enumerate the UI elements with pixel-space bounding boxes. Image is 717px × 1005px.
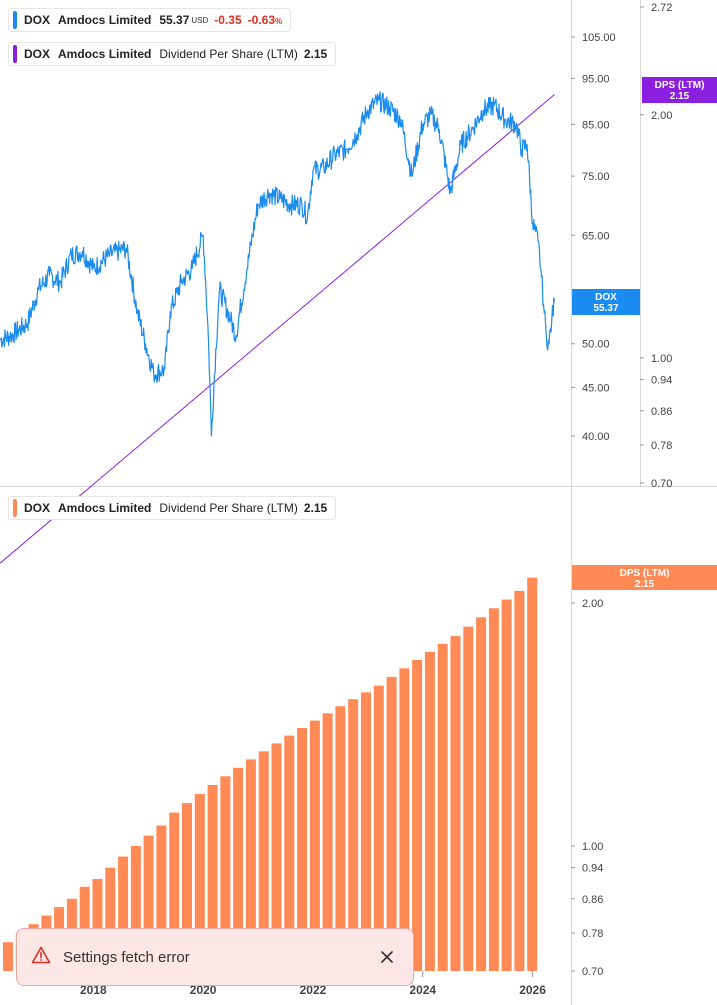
- dps-bar: [220, 776, 231, 971]
- legend-price-value: 55.37: [159, 13, 190, 27]
- price-axis-tick-label: 95.00: [582, 73, 610, 85]
- legend-dps-bottom-value: 2.15: [303, 501, 328, 515]
- dps-bar: [297, 728, 308, 971]
- legend-price[interactable]: DOX Amdocs Limited 55.37 USD -0.35 -0.63…: [8, 8, 292, 32]
- dps-bar: [437, 643, 448, 971]
- dps-bar: [92, 879, 103, 971]
- price-last-badge-value: 55.37: [593, 303, 618, 314]
- dps-bar: [258, 751, 269, 971]
- legend-dps-bottom-name: Amdocs Limited: [58, 501, 152, 515]
- dps-last-badge-label: DPS (LTM): [655, 80, 705, 91]
- bar-last-badge-label: DPS (LTM): [620, 568, 670, 579]
- price-line: [0, 91, 556, 437]
- dps-axis-tick-label: 2.00: [651, 110, 672, 122]
- legend-dps-bottom-symbol: DOX: [24, 501, 51, 515]
- dps-bar: [450, 636, 461, 971]
- legend-dps-top-symbol: DOX: [24, 47, 51, 61]
- legend-dps-top-value: 2.15: [303, 47, 328, 61]
- dps-bar: [169, 812, 180, 971]
- x-axis-tick-label: 2018: [80, 983, 107, 997]
- dps-bar: [399, 668, 410, 971]
- dps-bar: [424, 651, 435, 971]
- bar-last-badge-value: 2.15: [635, 579, 655, 590]
- dps-bar: [386, 676, 397, 971]
- dps-bar: [207, 785, 218, 971]
- dps-bar: [488, 608, 499, 971]
- dps-bar: [373, 685, 384, 971]
- dps-axis-tick-label: 0.78: [651, 440, 672, 452]
- dps-bar: [130, 846, 141, 971]
- price-axis-tick-label: 65.00: [582, 230, 610, 242]
- price-last-badge-bg: [572, 289, 640, 315]
- x-axis-tick-label: 2026: [519, 983, 546, 997]
- dps-bar: [527, 577, 538, 971]
- bar-axis-tick-label: 0.94: [582, 863, 603, 875]
- dps-bar: [361, 692, 371, 971]
- price-axis-tick-label: 105.00: [582, 32, 616, 44]
- legend-dps-top[interactable]: DOX Amdocs Limited Dividend Per Share (L…: [8, 42, 337, 66]
- bar-axis-tick-label: 0.70: [582, 966, 603, 978]
- legend-price-swatch: [13, 11, 17, 29]
- dps-bar: [348, 699, 359, 971]
- dps-bar: [194, 793, 205, 971]
- legend-price-change: -0.35: [214, 13, 242, 27]
- dps-axis-tick-label: 1.00: [651, 353, 672, 365]
- bar-axis-tick-label: 2.00: [582, 598, 603, 610]
- price-axis-tick-label: 50.00: [582, 339, 610, 351]
- bar-axis-tick-label: 1.00: [582, 841, 603, 853]
- legend-price-symbol: DOX: [24, 13, 51, 27]
- price-last-badge-label: DOX: [595, 292, 617, 303]
- x-axis-tick-label: 2022: [300, 983, 327, 997]
- toast-message: Settings fetch error: [63, 948, 190, 966]
- dps-bar: [143, 835, 154, 971]
- dps-bar: [284, 735, 295, 971]
- dps-bar: [322, 713, 333, 971]
- x-axis-tick-label: 2020: [190, 983, 217, 997]
- dps-bar: [476, 617, 487, 971]
- price-axis-tick-label: 40.00: [582, 431, 610, 443]
- legend-price-name: Amdocs Limited: [58, 13, 152, 27]
- dps-bar: [245, 759, 256, 971]
- legend-dps-top-name: Amdocs Limited: [58, 47, 152, 61]
- dps-bar: [501, 599, 512, 971]
- dps-bar: [118, 856, 129, 971]
- dps-last-badge-value: 2.15: [670, 91, 690, 102]
- bar-axis-tick-label: 0.86: [582, 894, 603, 906]
- dps-last-badge-bg: [642, 77, 717, 103]
- dps-bar: [271, 743, 282, 971]
- price-axis-tick-label: 45.00: [582, 382, 610, 394]
- dps-bar: [463, 626, 474, 971]
- x-axis-tick-label: 2024: [409, 983, 436, 997]
- dps-axis-tick-label: 0.86: [651, 406, 672, 418]
- dps-bar: [3, 942, 13, 971]
- dps-bar: [335, 706, 346, 971]
- bar-axis-tick-label: 0.78: [582, 928, 603, 940]
- legend-dps-top-metric: Dividend Per Share (LTM): [159, 47, 298, 61]
- bar-last-badge-bg: [572, 565, 717, 590]
- dps-bar: [233, 767, 244, 971]
- dps-bar: [309, 720, 320, 971]
- dps-bar: [105, 867, 116, 971]
- error-toast: Settings fetch error: [16, 928, 414, 986]
- dps-bar: [412, 660, 423, 971]
- dps-bar: [514, 590, 525, 971]
- legend-dps-bottom-metric: Dividend Per Share (LTM): [159, 501, 298, 515]
- price-axis-tick-label: 75.00: [582, 171, 610, 183]
- warning-triangle-icon: [31, 946, 51, 969]
- dps-line: [0, 94, 555, 564]
- legend-price-change-pct: -0.63%: [247, 13, 283, 27]
- legend-dps-top-swatch: [13, 45, 17, 63]
- dps-axis-tick-label: 0.94: [651, 375, 672, 387]
- legend-dps-bottom[interactable]: DOX Amdocs Limited Dividend Per Share (L…: [8, 496, 337, 520]
- legend-dps-bottom-swatch: [13, 499, 17, 517]
- close-icon[interactable]: [375, 945, 399, 969]
- legend-price-currency: USD: [191, 15, 209, 25]
- dps-bar: [156, 825, 167, 971]
- dps-bar: [182, 803, 192, 971]
- dps-axis-tick-label: 0.70: [651, 478, 672, 490]
- price-axis-tick-label: 85.00: [582, 119, 610, 131]
- dps-axis-tick-label: 2.72: [651, 2, 672, 14]
